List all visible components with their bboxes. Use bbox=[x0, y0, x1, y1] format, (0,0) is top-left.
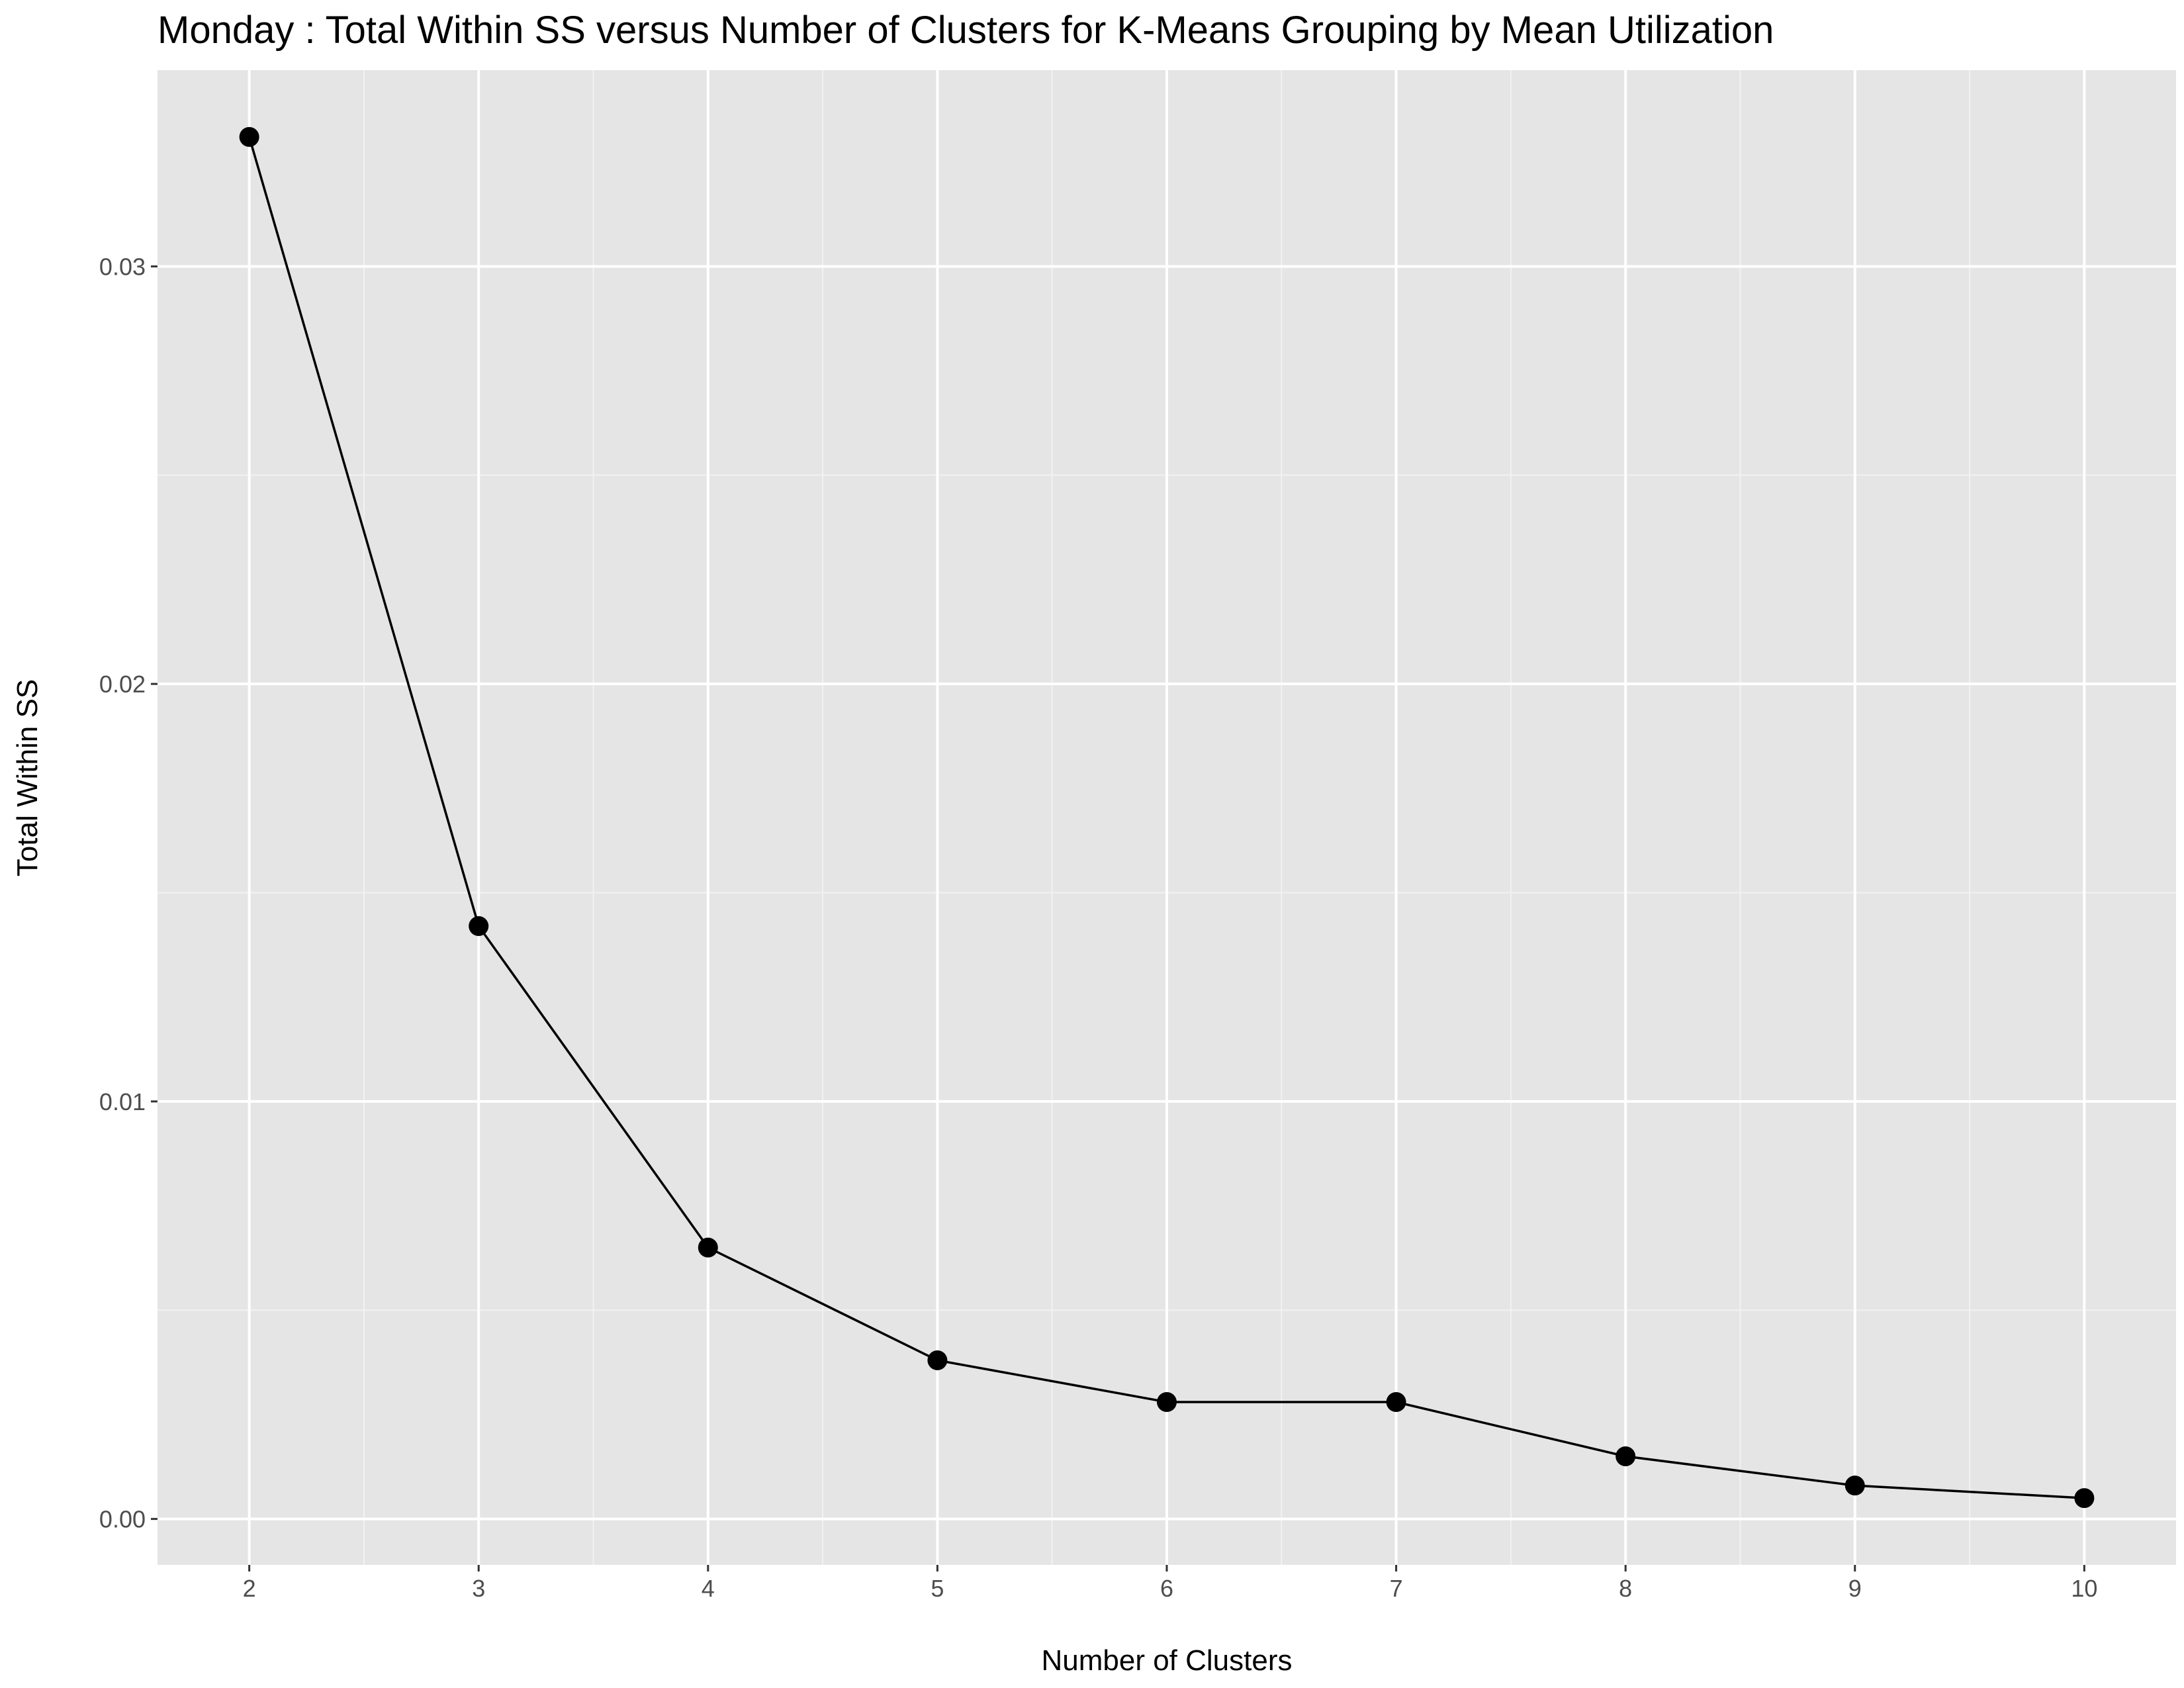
x-axis-title: Number of Clusters bbox=[1041, 1644, 1293, 1677]
major-gridlines bbox=[158, 70, 2176, 1565]
x-tick-label: 5 bbox=[931, 1575, 944, 1602]
data-point bbox=[239, 126, 259, 147]
y-axis-title: Total Within SS bbox=[11, 679, 44, 877]
x-tick-label: 7 bbox=[1390, 1575, 1403, 1602]
x-tick-label: 10 bbox=[2071, 1575, 2097, 1602]
x-tick-label: 6 bbox=[1160, 1575, 1173, 1602]
x-tick-label: 8 bbox=[1619, 1575, 1632, 1602]
data-point bbox=[1615, 1446, 1636, 1467]
x-tick-label: 3 bbox=[472, 1575, 485, 1602]
y-tick-label: 0.00 bbox=[99, 1506, 146, 1533]
y-axis: 0.00 0.01 0.02 0.03 bbox=[99, 253, 158, 1533]
x-tick-label: 4 bbox=[702, 1575, 715, 1602]
data-point bbox=[1386, 1392, 1406, 1413]
data-point bbox=[927, 1350, 948, 1370]
x-tick-label: 9 bbox=[1848, 1575, 1862, 1602]
data-point bbox=[1844, 1476, 1865, 1496]
data-point bbox=[1157, 1392, 1177, 1413]
data-point bbox=[698, 1237, 718, 1258]
y-tick-label: 0.03 bbox=[99, 253, 146, 280]
chart-title: Monday : Total Within SS versus Number o… bbox=[158, 9, 1774, 52]
y-tick-label: 0.02 bbox=[99, 671, 146, 698]
x-tick-label: 2 bbox=[243, 1575, 256, 1602]
data-point bbox=[469, 915, 489, 936]
y-tick-label: 0.01 bbox=[99, 1088, 146, 1115]
data-point bbox=[2074, 1488, 2095, 1509]
x-axis: 2 3 4 5 6 7 8 9 10 bbox=[243, 1565, 2097, 1602]
series-layer bbox=[239, 126, 2095, 1509]
